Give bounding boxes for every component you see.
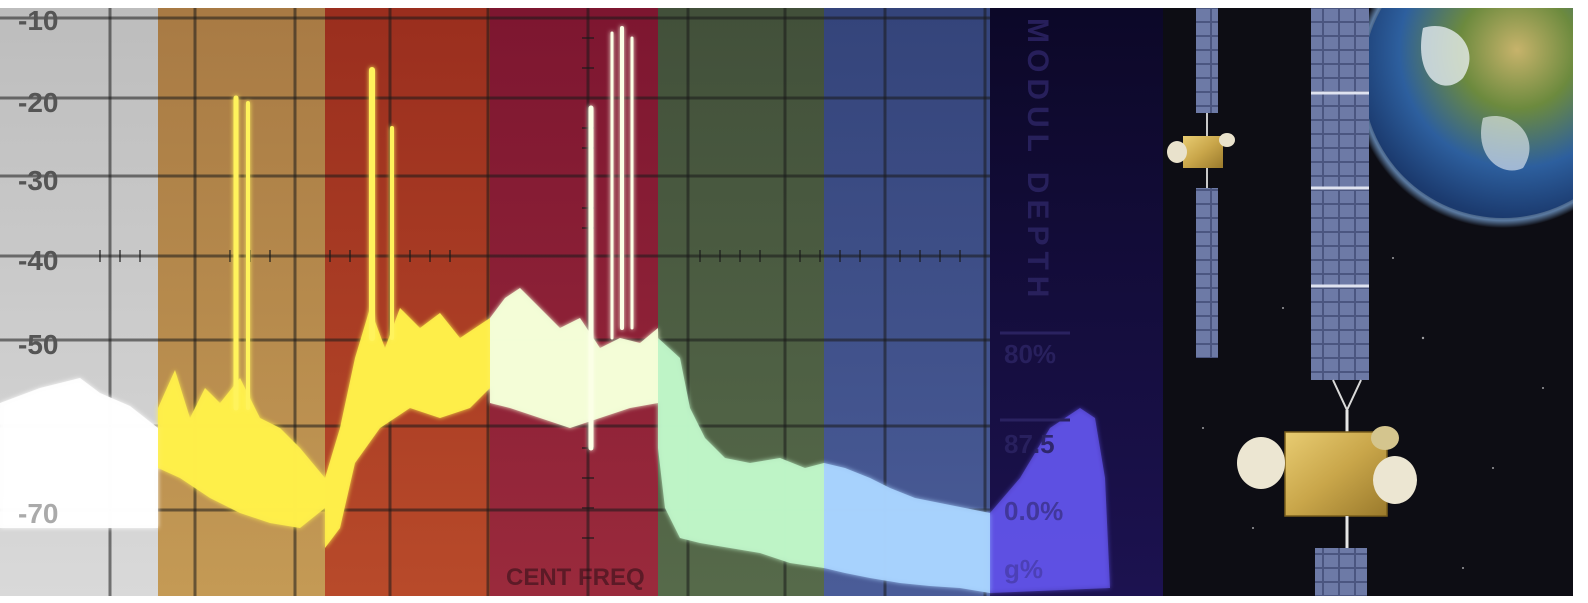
tick-label: -20 [18, 87, 58, 118]
tick-label: -30 [18, 165, 58, 196]
readout: 87.5 [1004, 429, 1055, 459]
modulation-depth-label: MODUL DEPTH [1021, 18, 1054, 303]
tick-label: -40 [18, 245, 58, 276]
graticule-grid [0, 8, 990, 596]
tick-label: -70 [18, 498, 58, 529]
readout: 0.0% [1004, 496, 1063, 526]
spectrum-noise-trace [0, 288, 1110, 593]
y-axis-labels: -10 -20 -30 -40 -50 -70 [18, 8, 58, 529]
satellite-image [1237, 8, 1417, 596]
spectrum-peaks [233, 26, 634, 451]
earth-image [1353, 8, 1573, 228]
spectrum-analyzer-collage: -10 -20 -30 -40 -50 -70 CENT FREQ MODUL … [0, 8, 1163, 596]
graticule-ticks [99, 37, 961, 539]
strip-red [325, 8, 490, 596]
distant-satellite-image [1167, 8, 1235, 358]
tick-label: -50 [18, 329, 58, 360]
satellite-space-scene [1163, 8, 1573, 596]
readout: 80% [1004, 339, 1056, 369]
center-frequency-label: CENT FREQ [506, 564, 645, 591]
readout: g% [1004, 554, 1043, 584]
modulation-readouts: 80% 87.5 0.0% g% [1000, 331, 1070, 584]
tick-label: -10 [18, 8, 58, 36]
